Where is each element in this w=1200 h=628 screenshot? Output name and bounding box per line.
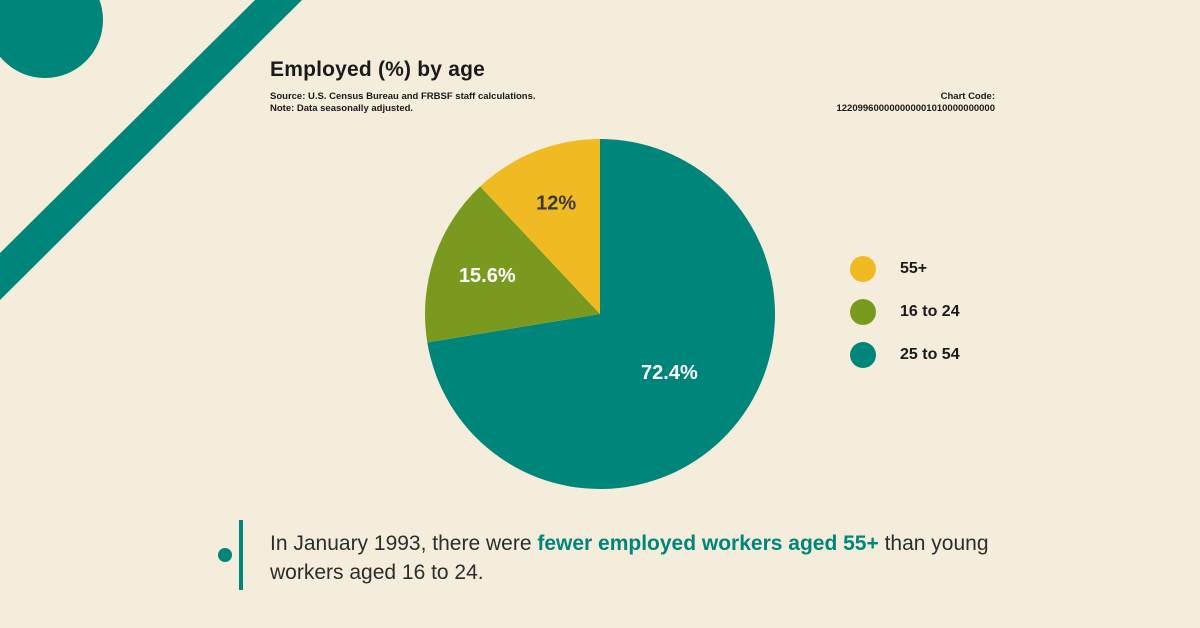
pie-slice-25-to-54 xyxy=(427,139,776,489)
source-block: Source: U.S. Census Bureau and FRBSF sta… xyxy=(270,91,536,115)
legend-swatch xyxy=(850,342,876,368)
pie-slice-16-to-24 xyxy=(424,186,600,343)
legend-label: 55+ xyxy=(900,260,928,277)
pie-data-label: 12% xyxy=(536,192,576,214)
legend-swatch xyxy=(850,256,876,282)
legend-item: 16 to 24 xyxy=(850,298,960,326)
footnote-highlight: fewer employed workers aged 55+ xyxy=(537,532,879,555)
chart-title: Employed (%) by age xyxy=(270,58,486,81)
chart-code-label: Chart Code: xyxy=(940,91,995,102)
footnote-text-before: In January 1993, there were xyxy=(270,532,538,555)
note-accent-bar xyxy=(239,520,243,590)
pie-slice-55 xyxy=(480,139,600,314)
footnote: In January 1993, there were fewer employ… xyxy=(270,529,1010,587)
legend-label: 25 to 54 xyxy=(900,346,960,363)
source-line: Source: U.S. Census Bureau and FRBSF sta… xyxy=(270,91,536,102)
pie-data-label: 72.4% xyxy=(641,362,698,384)
footnote-text-after: than young workers aged 16 to 24. xyxy=(270,532,989,584)
note-line: Note: Data seasonally adjusted. xyxy=(270,103,414,114)
legend-label: 16 to 24 xyxy=(900,303,960,320)
legend-item: 55+ xyxy=(850,255,960,283)
decorative-circle xyxy=(0,0,103,78)
chart-legend: 55+ 16 to 24 25 to 54 xyxy=(850,255,960,384)
decorative-shapes xyxy=(0,0,302,300)
chart-code-value: 122099600000000001010000000000 xyxy=(836,103,995,114)
legend-swatch xyxy=(850,299,876,325)
pie-chart: 72.4% 15.6% 12% xyxy=(424,139,776,489)
decorative-diagonal-band xyxy=(0,0,302,300)
pie-data-label: 15.6% xyxy=(459,265,516,287)
chart-code-block: Chart Code: 1220996000000000010100000000… xyxy=(836,91,995,115)
note-bullet-dot xyxy=(218,548,232,562)
legend-item: 25 to 54 xyxy=(850,341,960,369)
